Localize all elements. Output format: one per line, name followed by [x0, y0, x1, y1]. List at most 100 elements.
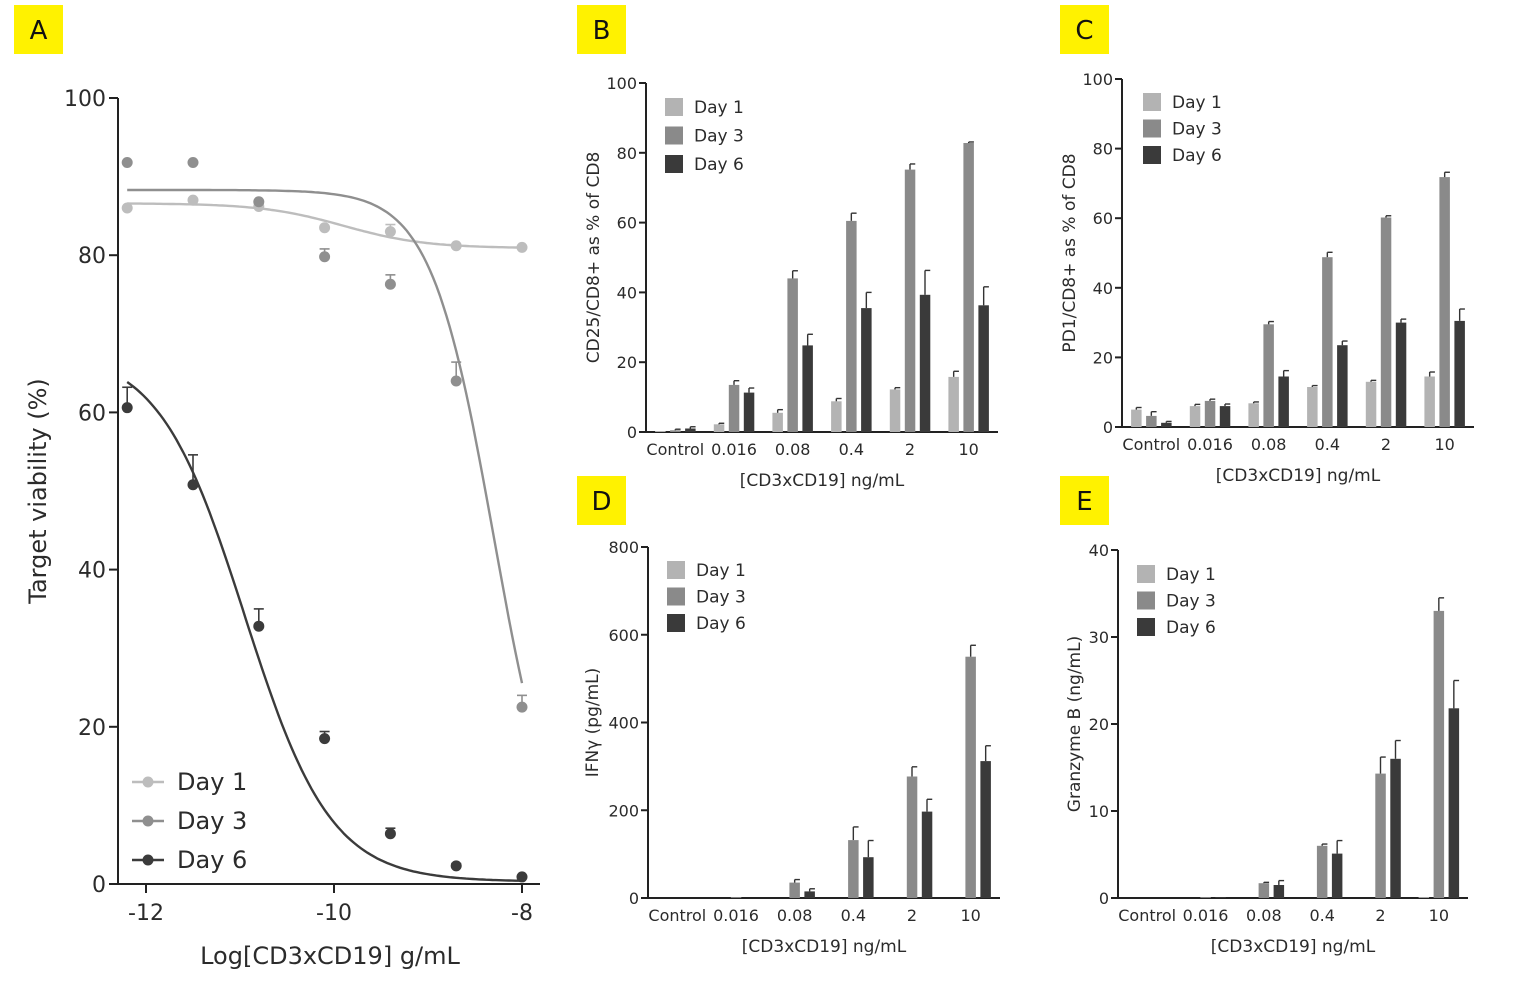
- bar: [1454, 320, 1465, 427]
- legend-label: Day 3: [696, 588, 746, 608]
- y-tick-label: 20: [1089, 715, 1109, 734]
- series-day-6: [121, 381, 528, 883]
- legend-marker: [142, 854, 154, 866]
- y-tick-label: 400: [608, 714, 639, 733]
- panel-label-box: [577, 5, 626, 54]
- bar: [772, 412, 783, 432]
- bar: [728, 384, 740, 432]
- bar: [1258, 883, 1270, 898]
- bar: [1395, 322, 1407, 427]
- bar: [1448, 708, 1460, 898]
- legend-item: Day 1: [1137, 565, 1216, 585]
- x-tick-label: 2: [907, 906, 917, 925]
- bar: [1161, 422, 1172, 427]
- legend-item: Day 3: [132, 807, 247, 835]
- y-tick-label: 80: [1093, 140, 1113, 159]
- bar: [802, 345, 813, 432]
- data-point: [187, 194, 199, 206]
- series-day-1: [655, 370, 959, 432]
- panel-label-text: A: [30, 16, 48, 46]
- legend-item: Day 1: [132, 768, 247, 796]
- panel-label-text: B: [593, 16, 611, 46]
- y-tick-label: 100: [1082, 70, 1113, 89]
- series-day-1: [121, 194, 528, 253]
- panel-label-box: [577, 476, 626, 525]
- bar: [965, 656, 976, 898]
- y-tick-label: 100: [606, 74, 637, 93]
- bar: [1331, 853, 1343, 898]
- legend-label: Day 1: [1166, 565, 1216, 585]
- legend-swatch: [1137, 591, 1155, 610]
- x-tick-label: -12: [128, 901, 164, 926]
- y-tick-label: 800: [608, 538, 639, 557]
- y-tick-label: 40: [617, 283, 637, 302]
- y-tick-label: 30: [1089, 628, 1109, 647]
- panel-label-box: [1060, 476, 1109, 525]
- fit-curve: [127, 188, 524, 684]
- bar: [861, 308, 872, 432]
- x-tick-label: 0.4: [1315, 435, 1340, 454]
- bar: [1215, 897, 1226, 898]
- y-axis-title: Target viability (%): [24, 378, 52, 604]
- bar: [980, 761, 991, 898]
- bar: [743, 392, 755, 432]
- y-tick-label: 20: [78, 716, 106, 741]
- bar: [921, 811, 933, 898]
- bar: [919, 294, 931, 432]
- y-axis-title: Granzyme B (ng/mL): [1065, 636, 1085, 812]
- y-tick-label: 80: [78, 244, 106, 269]
- legend-item: Day 1: [667, 561, 746, 581]
- x-tick-label: 0.016: [713, 906, 759, 925]
- bar: [846, 220, 857, 432]
- data-point: [319, 251, 331, 263]
- data-point: [450, 240, 462, 252]
- bar: [904, 169, 916, 432]
- y-tick-label: 40: [1093, 279, 1113, 298]
- x-tick-label: -8: [511, 901, 533, 926]
- bar: [948, 376, 959, 432]
- legend-label: Day 6: [694, 155, 744, 175]
- x-tick-label: 10: [1434, 435, 1454, 454]
- x-axis-title: Log[CD3xCD19] g/mL: [200, 942, 460, 970]
- data-point: [516, 871, 528, 883]
- series-day-1: [1131, 371, 1435, 427]
- legend-swatch: [665, 98, 683, 116]
- legend-marker: [142, 815, 154, 827]
- bar: [1418, 897, 1430, 898]
- panel-label-text: D: [591, 487, 611, 517]
- legend-label: Day 6: [1172, 146, 1222, 166]
- x-tick-label: 2: [905, 440, 915, 459]
- x-tick-label: 2: [1375, 906, 1385, 925]
- bar: [906, 776, 918, 898]
- x-tick-label: 0.4: [1309, 906, 1334, 925]
- x-tick-label: 2: [1381, 435, 1391, 454]
- x-tick-label: Control: [646, 440, 704, 459]
- panel-label-box: [1060, 5, 1109, 54]
- y-axis-title: PD1/CD8+ as % of CD8: [1060, 153, 1080, 352]
- y-tick-label: 200: [608, 801, 639, 820]
- y-tick-label: 60: [1093, 209, 1113, 228]
- bar: [1439, 177, 1450, 427]
- bar: [978, 305, 989, 432]
- legend-marker: [142, 776, 154, 788]
- bar: [1278, 376, 1289, 427]
- bar: [1131, 409, 1142, 427]
- x-tick-label: 0.4: [839, 440, 864, 459]
- panel-c-chart: 0 20 40 60 80 100 Control 0.016 0.08 0.4 2 10 Day 1 D…: [1060, 70, 1474, 486]
- panel-label-text: E: [1076, 487, 1092, 517]
- series-day-3: [1146, 171, 1450, 427]
- x-tick-label: 0.016: [1187, 435, 1233, 454]
- y-tick-label: 60: [617, 214, 637, 233]
- bar: [848, 840, 859, 898]
- bar: [1380, 217, 1392, 427]
- x-tick-label: Control: [1122, 435, 1180, 454]
- bar: [1322, 257, 1333, 427]
- y-tick-label: 20: [617, 353, 637, 372]
- legend-label: Day 3: [177, 807, 247, 835]
- bar: [804, 891, 815, 898]
- legend-swatch: [1143, 119, 1161, 138]
- bar: [889, 389, 901, 432]
- legend-label: Day 6: [1166, 618, 1216, 638]
- bar: [1248, 403, 1259, 427]
- panel-label-text: C: [1075, 16, 1093, 46]
